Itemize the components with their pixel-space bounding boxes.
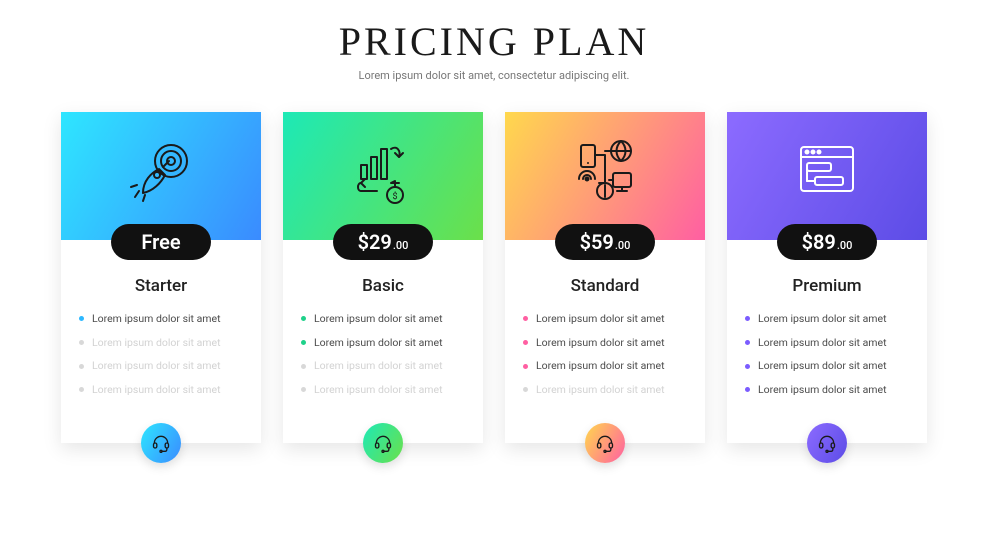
feature-item: Lorem ipsum dolor sit amet bbox=[523, 383, 687, 397]
feature-text: Lorem ipsum dolor sit amet bbox=[758, 312, 887, 326]
price-cents: .00 bbox=[837, 239, 853, 252]
feature-text: Lorem ipsum dolor sit amet bbox=[92, 336, 221, 350]
feature-item: Lorem ipsum dolor sit amet bbox=[745, 359, 909, 373]
feature-text: Lorem ipsum dolor sit amet bbox=[314, 336, 443, 350]
bullet-icon bbox=[79, 387, 84, 392]
card-body: StandardLorem ipsum dolor sit ametLorem … bbox=[505, 240, 705, 443]
feature-text: Lorem ipsum dolor sit amet bbox=[536, 383, 665, 397]
card-header: $89.00 bbox=[727, 112, 927, 240]
tier-name: Basic bbox=[362, 276, 404, 296]
feature-text: Lorem ipsum dolor sit amet bbox=[536, 336, 665, 350]
feature-text: Lorem ipsum dolor sit amet bbox=[92, 312, 221, 326]
feature-item: Lorem ipsum dolor sit amet bbox=[79, 359, 243, 373]
feature-text: Lorem ipsum dolor sit amet bbox=[758, 383, 887, 397]
feature-item: Lorem ipsum dolor sit amet bbox=[79, 336, 243, 350]
bullet-icon bbox=[523, 387, 528, 392]
support-icon[interactable] bbox=[807, 423, 847, 463]
card-header: $ $29.00 bbox=[283, 112, 483, 240]
price-main: Free bbox=[141, 232, 180, 252]
tier-name: Standard bbox=[571, 276, 640, 296]
feature-text: Lorem ipsum dolor sit amet bbox=[314, 383, 443, 397]
pricing-card-basic[interactable]: $ $29.00BasicLorem ipsum dolor sit ametL… bbox=[283, 112, 483, 443]
bullet-icon bbox=[301, 340, 306, 345]
bullet-icon bbox=[745, 364, 750, 369]
svg-text:$: $ bbox=[392, 191, 397, 202]
feature-text: Lorem ipsum dolor sit amet bbox=[92, 383, 221, 397]
pricing-card-standard[interactable]: $59.00 Standard Lorem ipsum dolor sit amet… bbox=[505, 112, 705, 443]
page-subtitle: Lorem ipsum dolor sit amet, consectetur … bbox=[339, 69, 649, 82]
feature-item: Lorem ipsum dolor sit amet bbox=[79, 312, 243, 326]
rocket-target-icon bbox=[125, 135, 197, 207]
feature-text: Lorem ipsum dolor sit amet bbox=[536, 359, 665, 373]
wireframe-window-icon bbox=[791, 135, 863, 207]
feature-item: Lorem ipsum dolor sit amet bbox=[523, 336, 687, 350]
feature-item: Lorem ipsum dolor sit amet bbox=[301, 312, 465, 326]
price-cents: .00 bbox=[393, 239, 409, 252]
price-main: $89 bbox=[802, 232, 836, 252]
feature-item: Lorem ipsum dolor sit amet bbox=[745, 312, 909, 326]
feature-list: Lorem ipsum dolor sit amet Lorem ipsum do… bbox=[79, 312, 243, 397]
feature-text: Lorem ipsum dolor sit amet bbox=[92, 359, 221, 373]
feature-text: Lorem ipsum dolor sit amet bbox=[758, 336, 887, 350]
devices-network-icon bbox=[569, 135, 641, 207]
bullet-icon bbox=[745, 387, 750, 392]
bullet-icon bbox=[301, 316, 306, 321]
tier-name: Premium bbox=[792, 276, 861, 296]
bullet-icon bbox=[301, 364, 306, 369]
feature-item: Lorem ipsum dolor sit amet bbox=[523, 312, 687, 326]
feature-item: Lorem ipsum dolor sit amet bbox=[745, 336, 909, 350]
pricing-card-premium[interactable]: $89.00PremiumLorem ipsum dolor sit ametL… bbox=[727, 112, 927, 443]
pricing-cards-row: FreeStarterLorem ipsum dolor sit ametLor… bbox=[61, 112, 927, 443]
feature-item: Lorem ipsum dolor sit amet bbox=[79, 383, 243, 397]
pricing-card-starter[interactable]: FreeStarterLorem ipsum dolor sit ametLor… bbox=[61, 112, 261, 443]
bullet-icon bbox=[523, 316, 528, 321]
feature-item: Lorem ipsum dolor sit amet bbox=[523, 359, 687, 373]
price-main: $59 bbox=[580, 232, 614, 252]
bullet-icon bbox=[301, 387, 306, 392]
price-badge: $89.00 bbox=[777, 224, 877, 260]
page-title: PRICING PLAN bbox=[339, 18, 649, 65]
feature-item: Lorem ipsum dolor sit amet bbox=[301, 359, 465, 373]
bullet-icon bbox=[79, 316, 84, 321]
price-cents: .00 bbox=[615, 239, 631, 252]
feature-item: Lorem ipsum dolor sit amet bbox=[301, 383, 465, 397]
bullet-icon bbox=[79, 364, 84, 369]
card-header: Free bbox=[61, 112, 261, 240]
support-icon[interactable] bbox=[363, 423, 403, 463]
support-icon[interactable] bbox=[585, 423, 625, 463]
card-body: StarterLorem ipsum dolor sit ametLorem i… bbox=[61, 240, 261, 443]
card-body: BasicLorem ipsum dolor sit ametLorem ips… bbox=[283, 240, 483, 443]
bullet-icon bbox=[79, 340, 84, 345]
price-badge: Free bbox=[111, 224, 211, 260]
bullet-icon bbox=[523, 364, 528, 369]
price-badge: $29.00 bbox=[333, 224, 433, 260]
price-badge: $59.00 bbox=[555, 224, 655, 260]
bullet-icon bbox=[745, 340, 750, 345]
feature-text: Lorem ipsum dolor sit amet bbox=[758, 359, 887, 373]
feature-item: Lorem ipsum dolor sit amet bbox=[301, 336, 465, 350]
tier-name: Starter bbox=[135, 276, 187, 296]
card-body: PremiumLorem ipsum dolor sit ametLorem i… bbox=[727, 240, 927, 443]
feature-list: Lorem ipsum dolor sit amet Lorem ipsum do… bbox=[523, 312, 687, 397]
feature-text: Lorem ipsum dolor sit amet bbox=[536, 312, 665, 326]
feature-text: Lorem ipsum dolor sit amet bbox=[314, 359, 443, 373]
feature-list: Lorem ipsum dolor sit amet Lorem ipsum do… bbox=[745, 312, 909, 397]
bullet-icon bbox=[523, 340, 528, 345]
card-header: $59.00 bbox=[505, 112, 705, 240]
bullet-icon bbox=[745, 316, 750, 321]
feature-text: Lorem ipsum dolor sit amet bbox=[314, 312, 443, 326]
support-icon[interactable] bbox=[141, 423, 181, 463]
page-header: PRICING PLAN Lorem ipsum dolor sit amet,… bbox=[339, 18, 649, 82]
feature-item: Lorem ipsum dolor sit amet bbox=[745, 383, 909, 397]
feature-list: Lorem ipsum dolor sit amet Lorem ipsum do… bbox=[301, 312, 465, 397]
growth-money-icon: $ bbox=[347, 135, 419, 207]
price-main: $29 bbox=[358, 232, 392, 252]
